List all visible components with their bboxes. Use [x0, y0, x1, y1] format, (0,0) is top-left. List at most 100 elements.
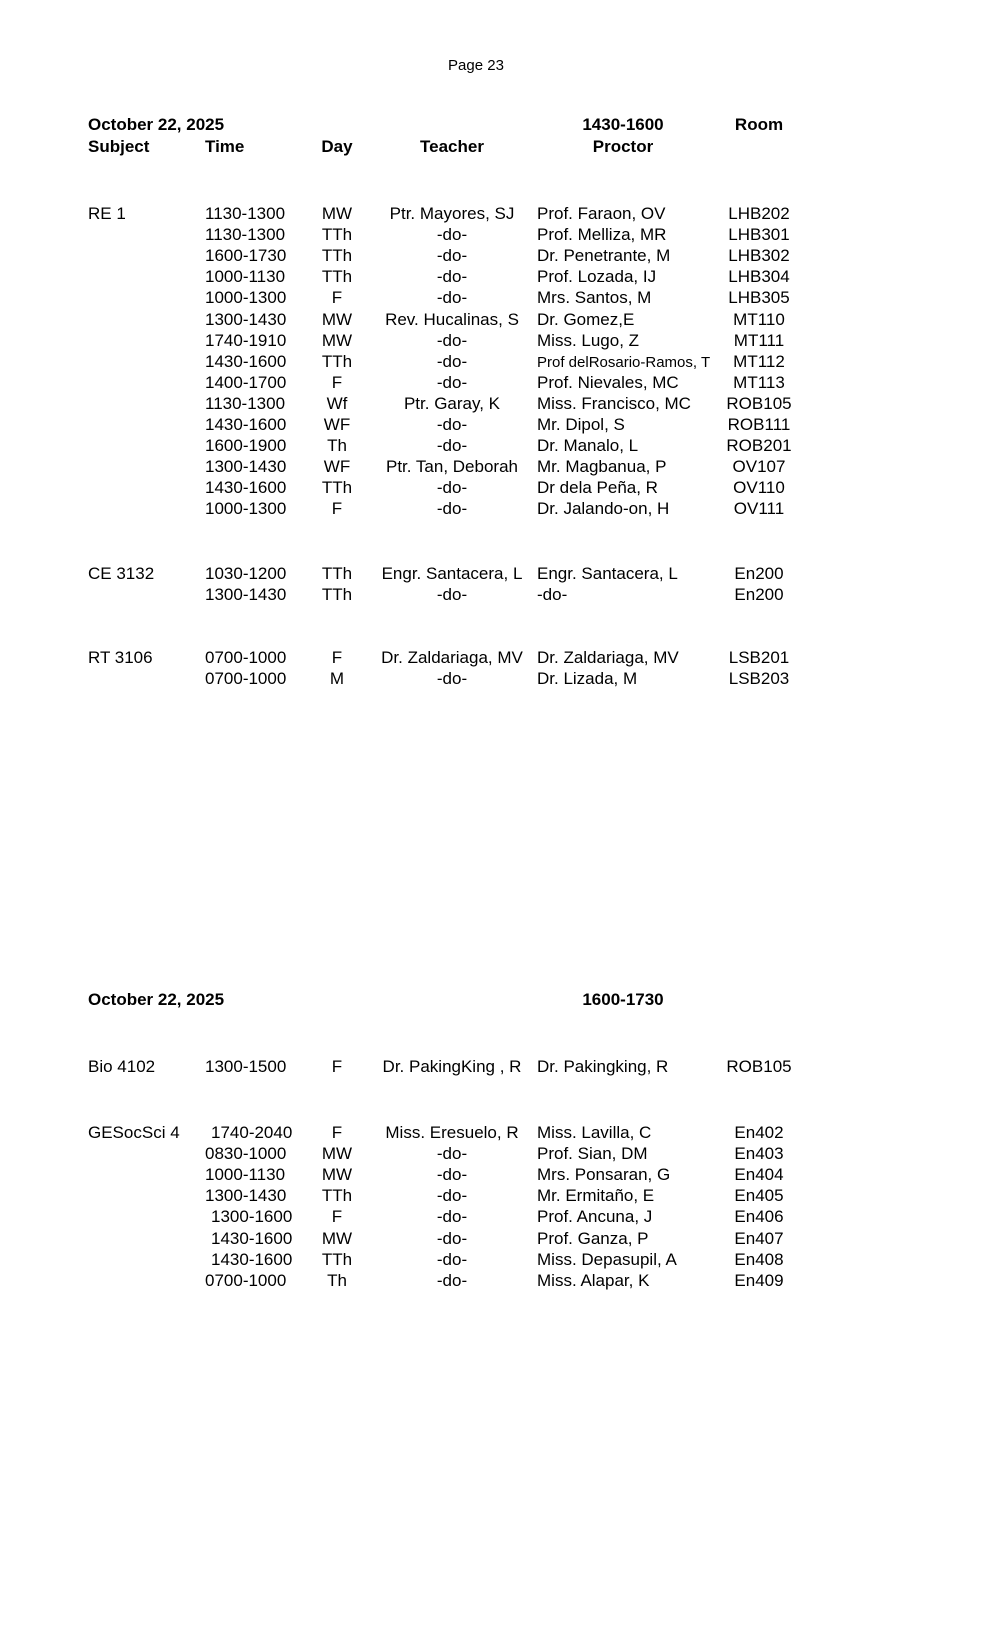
row-day: MW	[321, 310, 353, 329]
row-time: 1000-1300	[205, 499, 287, 518]
row-day: MW	[321, 204, 353, 223]
row-room: OV107	[732, 457, 786, 476]
row-proctor: Miss. Depasupil, A	[537, 1250, 677, 1269]
row-proctor: Mrs. Santos, M	[537, 288, 652, 307]
row-room: LHB304	[728, 267, 790, 286]
subject-code: Bio 4102	[88, 1057, 156, 1076]
row-proctor: Prof. Ancuna, J	[537, 1207, 653, 1226]
row-teacher: -do-	[436, 436, 468, 455]
row-room: En408	[734, 1250, 784, 1269]
row-day: MW	[321, 1165, 353, 1184]
row-time: 1740-2040	[211, 1123, 293, 1142]
row-room: En406	[734, 1207, 784, 1226]
row-time: 1130-1300	[205, 394, 286, 413]
row-day: Th	[327, 1271, 347, 1290]
row-day: F	[331, 1207, 343, 1226]
row-time: 1430-1600	[211, 1229, 293, 1248]
row-day: TTh	[321, 246, 353, 265]
row-proctor: Miss. Francisco, MC	[537, 394, 691, 413]
row-teacher: -do-	[436, 331, 468, 350]
row-day: TTh	[321, 267, 353, 286]
row-proctor: Prof. Lozada, IJ	[537, 267, 657, 286]
row-teacher: -do-	[436, 1186, 468, 1205]
row-time: 1300-1430	[205, 310, 287, 329]
row-time: 1300-1500	[205, 1057, 287, 1076]
row-day: MW	[321, 1229, 353, 1248]
row-room: ROB105	[726, 394, 792, 413]
block2-date: October 22, 2025	[88, 990, 225, 1009]
row-teacher: -do-	[436, 1229, 468, 1248]
row-proctor: Prof. Faraon, OV	[537, 204, 666, 223]
row-time: 0700-1000	[205, 669, 287, 688]
header-room: Room	[734, 115, 784, 134]
row-room: En200	[734, 564, 784, 583]
row-proctor: Miss. Alapar, K	[537, 1271, 650, 1290]
row-teacher: -do-	[436, 415, 468, 434]
row-day: TTh	[321, 352, 353, 371]
subject-code: RE 1	[88, 204, 126, 223]
row-teacher: Ptr. Tan, Deborah	[386, 457, 518, 476]
row-room: MT111	[733, 331, 785, 350]
row-teacher: Engr. Santacera, L	[381, 564, 523, 583]
row-day: TTh	[321, 1186, 353, 1205]
row-day: TTh	[321, 478, 353, 497]
row-room: MT113	[733, 373, 785, 392]
row-room: ROB105	[726, 1057, 792, 1076]
row-proctor: Dr. Gomez,E	[537, 310, 635, 329]
header-teacher: Teacher	[420, 137, 484, 156]
header-proctor: Proctor	[592, 137, 654, 156]
row-room: LHB305	[728, 288, 790, 307]
page-number: Page 23	[448, 57, 504, 74]
row-time: 1130-1300	[205, 204, 286, 223]
row-teacher: -do-	[436, 499, 468, 518]
row-day: WF	[323, 457, 351, 476]
row-time: 1000-1300	[205, 288, 287, 307]
row-room: En404	[734, 1165, 784, 1184]
row-teacher: -do-	[436, 225, 468, 244]
row-day: TTh	[321, 564, 353, 583]
row-teacher: -do-	[436, 288, 468, 307]
row-teacher: -do-	[436, 1207, 468, 1226]
row-teacher: Rev. Hucalinas, S	[385, 310, 519, 329]
row-teacher: Ptr. Garay, K	[403, 394, 501, 413]
subject-code: CE 3132	[88, 564, 155, 583]
row-proctor: Dr. Zaldariaga, MV	[537, 648, 679, 667]
row-room: LHB301	[728, 225, 790, 244]
row-time: 1300-1600	[211, 1207, 293, 1226]
row-teacher: -do-	[436, 478, 468, 497]
row-day: F	[331, 499, 343, 518]
row-day: MW	[321, 331, 353, 350]
row-room: En403	[734, 1144, 784, 1163]
row-time: 1000-1130	[205, 1165, 286, 1184]
row-time: 1130-1300	[205, 225, 286, 244]
row-proctor: Prof. Ganza, P	[537, 1229, 649, 1248]
row-time: 1300-1430	[205, 457, 287, 476]
row-proctor: Mrs. Ponsaran, G	[537, 1165, 671, 1184]
row-day: Wf	[326, 394, 348, 413]
row-proctor: Mr. Dipol, S	[537, 415, 625, 434]
row-teacher: Dr. PakingKing , R	[382, 1057, 522, 1076]
row-time: 1600-1900	[205, 436, 287, 455]
row-room: En409	[734, 1271, 784, 1290]
row-day: WF	[323, 415, 351, 434]
row-day: F	[331, 1123, 343, 1142]
row-time: 1430-1600	[205, 352, 287, 371]
row-day: TTh	[321, 225, 353, 244]
row-day: F	[331, 648, 343, 667]
row-time: 0830-1000	[205, 1144, 287, 1163]
row-room: MT110	[733, 310, 785, 329]
row-teacher: Ptr. Mayores, SJ	[389, 204, 515, 223]
row-proctor: Dr. Pakingking, R	[537, 1057, 669, 1076]
row-proctor: Mr. Magbanua, P	[537, 457, 667, 476]
row-time: 1400-1700	[205, 373, 287, 392]
row-proctor: Dr. Lizada, M	[537, 669, 638, 688]
row-day: TTh	[321, 585, 353, 604]
row-time: 1430-1600	[205, 415, 287, 434]
row-proctor: Mr. Ermitaño, E	[537, 1186, 655, 1205]
row-proctor: Dr. Penetrante, M	[537, 246, 671, 265]
row-teacher: -do-	[436, 246, 468, 265]
row-room: ROB111	[727, 415, 791, 434]
row-room: LHB202	[728, 204, 790, 223]
row-time: 1740-1910	[205, 331, 287, 350]
subject-code: GESocSci 4	[88, 1123, 180, 1142]
